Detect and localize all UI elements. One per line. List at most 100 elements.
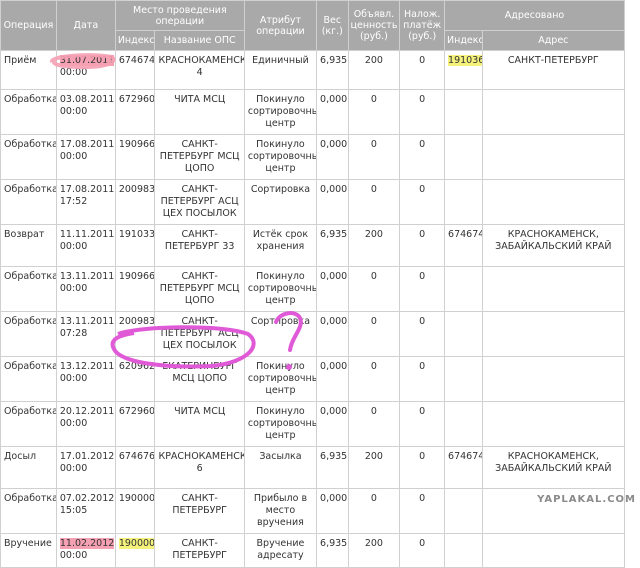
index-value: 191033: [118, 229, 155, 240]
cell-cod: 0: [400, 402, 445, 446]
header-place: Место проведения операции: [115, 1, 244, 30]
cell-ops-name: КРАСНОКАМЕНСК 4: [155, 51, 244, 89]
cell-addr-index: [445, 534, 482, 567]
cell-index: 190000: [115, 489, 155, 533]
header-place-name: Название ОПС: [155, 31, 244, 50]
cell-ops-name: ЕКАТЕРИНБУРГ МСЦ ЦОПО: [155, 357, 244, 401]
cell-addr: [482, 312, 624, 356]
cell-addr-index: 674674: [445, 225, 482, 266]
time-value: 00:00: [59, 418, 88, 429]
index-value: 190000: [118, 538, 155, 549]
date-value: 03.08.2011: [59, 94, 115, 105]
cell-operation: Приём: [1, 51, 56, 89]
cell-index: 190966: [115, 135, 155, 179]
cell-value: 0: [348, 135, 400, 179]
cell-weight: 0,000: [317, 312, 348, 356]
index-value: 674674: [118, 55, 155, 66]
date-value: 31.07.2011: [59, 55, 115, 66]
header-date: Дата: [56, 1, 115, 50]
cell-attribute: Засылка: [244, 447, 317, 488]
table-row: Досыл 17.01.2012 00:00 674676 КРАСНОКАМЕНСК …: [1, 447, 624, 488]
cell-addr-index: 674674: [445, 447, 482, 488]
table-row: Обработка 20.12.2011 00:00 672960 ЧИТА МСЦ По…: [1, 402, 624, 446]
cell-value: 0: [348, 357, 400, 401]
cell-attribute: Покинуло сортировочный центр: [244, 90, 317, 134]
header-declared-value: Объявл. ценность (руб.): [348, 1, 400, 50]
cell-addr-index: [445, 402, 482, 446]
cell-date: 31.07.2011 00:00: [56, 51, 115, 89]
cell-index: 620962: [115, 357, 155, 401]
cell-ops-name: САНКТ-ПЕТЕРБУРГ АСЦ ЦЕХ ПОСЫЛОК: [155, 180, 244, 224]
cell-operation: Обработка: [1, 312, 56, 356]
table-row: Обработка 03.08.2011 00:00 672960 ЧИТА МСЦ По…: [1, 90, 624, 134]
cell-addr: [482, 534, 624, 567]
time-value: 15:05: [59, 505, 88, 516]
cell-cod: 0: [400, 357, 445, 401]
time-value: 00:00: [59, 241, 88, 252]
cell-operation: Обработка: [1, 489, 56, 533]
cell-attribute: Сортировка: [244, 180, 317, 224]
cell-addr: САНКТ-ПЕТЕРБУРГ: [482, 51, 624, 89]
header-attribute: Атрибут операции: [244, 1, 317, 50]
cell-attribute: Покинуло сортировочный центр: [244, 357, 317, 401]
table-row: Обработка 07.02.2012 15:05 190000 САНКТ-ПЕТЕ…: [1, 489, 624, 533]
time-value: 00:00: [59, 463, 88, 474]
cell-operation: Обработка: [1, 180, 56, 224]
cell-addr: [482, 180, 624, 224]
date-value: 20.12.2011: [59, 406, 115, 417]
cell-cod: 0: [400, 534, 445, 567]
cell-value: 200: [348, 51, 400, 89]
cell-index: 190000: [115, 534, 155, 567]
addr-index-value: 191036: [448, 55, 482, 66]
date-value: 13.11.2011: [59, 271, 115, 282]
table-row: Обработка 13.12.2011 00:00 620962 ЕКАТЕРИНБУ…: [1, 357, 624, 401]
time-value: 00:00: [59, 67, 88, 78]
cell-date: 20.12.2011 00:00: [56, 402, 115, 446]
cell-weight: 0,000: [317, 135, 348, 179]
date-value: 17.01.2012: [59, 451, 115, 462]
cell-weight: 0,000: [317, 357, 348, 401]
cell-date: 07.02.2012 15:05: [56, 489, 115, 533]
time-value: 00:00: [59, 106, 88, 117]
cell-attribute: Покинуло сортировочный центр: [244, 267, 317, 311]
addr-index-value: 674674: [448, 229, 482, 240]
header-addressed: Адресовано: [445, 1, 624, 30]
table-row: Вручение 11.02.2012 00:00 190000 САНКТ-ПЕТЕР…: [1, 534, 624, 567]
table-row: Обработка 13.11.2011 07:28 200983 САНКТ-ПЕТЕ…: [1, 312, 624, 356]
cell-addr-index: [445, 357, 482, 401]
index-value: 620962: [118, 361, 155, 372]
cell-ops-name: САНКТ-ПЕТЕРБУРГ: [155, 489, 244, 533]
cell-weight: 0,000: [317, 90, 348, 134]
cell-operation: Возврат: [1, 225, 56, 266]
header-operation: Операция: [1, 1, 56, 50]
cell-date: 13.11.2011 07:28: [56, 312, 115, 356]
table-row: Обработка 17.08.2011 00:00 190966 САНКТ-ПЕТЕ…: [1, 135, 624, 179]
cell-attribute: Прибыло в место вручения: [244, 489, 317, 533]
cell-index: 674676: [115, 447, 155, 488]
cell-cod: 0: [400, 489, 445, 533]
header-addr-index: Индекс: [445, 31, 482, 50]
cell-attribute: Сортировка: [244, 312, 317, 356]
cell-cod: 0: [400, 51, 445, 89]
cell-addr-index: [445, 489, 482, 533]
cell-addr: [482, 402, 624, 446]
cell-ops-name: КРАСНОКАМЕНСК 6: [155, 447, 244, 488]
cell-value: 0: [348, 267, 400, 311]
cell-value: 200: [348, 447, 400, 488]
cell-value: 0: [348, 402, 400, 446]
cell-date: 13.12.2011 00:00: [56, 357, 115, 401]
cell-attribute: Покинуло сортировочный центр: [244, 135, 317, 179]
cell-cod: 0: [400, 135, 445, 179]
cell-operation: Обработка: [1, 357, 56, 401]
cell-addr-index: [445, 267, 482, 311]
cell-date: 13.11.2011 00:00: [56, 267, 115, 311]
index-value: 190966: [118, 139, 155, 150]
cell-cod: 0: [400, 180, 445, 224]
cell-value: 0: [348, 90, 400, 134]
cell-operation: Обработка: [1, 90, 56, 134]
cell-addr: [482, 267, 624, 311]
watermark: YAPLAKAL.COM: [537, 494, 636, 505]
cell-value: 0: [348, 312, 400, 356]
time-value: 07:28: [59, 328, 88, 339]
cell-cod: 0: [400, 312, 445, 356]
